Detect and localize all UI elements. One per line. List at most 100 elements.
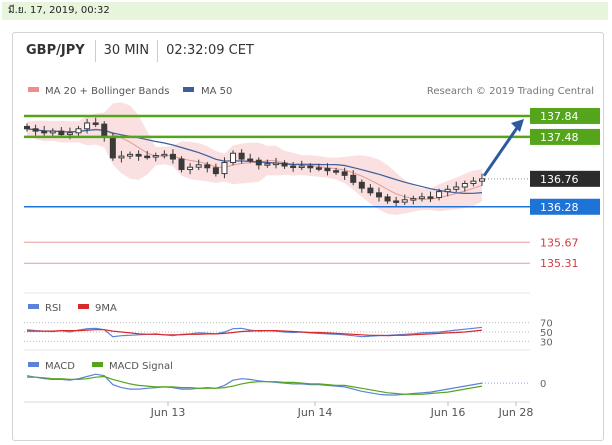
candle-body: [307, 165, 314, 169]
macd-legend-label: MACD: [45, 361, 75, 372]
chart-header: GBP/JPY 30 MIN 02:32:09 CET: [26, 40, 262, 62]
macd-signal-legend-swatch: [92, 362, 103, 367]
candle-body: [161, 153, 168, 157]
current-price-label: 136.76: [540, 173, 579, 186]
candle-body: [255, 159, 262, 166]
candle-body: [341, 171, 348, 176]
candle-body: [444, 188, 451, 193]
target-level-tag: [530, 128, 600, 145]
rsi-level-label: 30: [540, 337, 553, 348]
candle-body: [290, 165, 297, 169]
candle-body: [169, 153, 176, 160]
candle-body: [187, 166, 194, 171]
candle-body: [315, 167, 322, 170]
x-tick-label: Jun 13: [150, 406, 186, 419]
target-level-label: 137.48: [540, 131, 579, 144]
x-axis: Jun 13 Jun 14 Jun 16 Jun 28: [150, 402, 534, 419]
candle-body: [281, 162, 288, 167]
candle-body: [461, 182, 468, 188]
current-price-tag: [530, 170, 600, 187]
currency-pair: GBP/JPY: [26, 40, 96, 62]
candle-body: [333, 170, 340, 173]
candle-body: [195, 164, 202, 168]
candle-body: [127, 153, 134, 157]
candle-body: [178, 158, 185, 171]
candle-body: [84, 122, 91, 130]
candle-body: [427, 196, 434, 199]
rsi-9ma-line: [27, 329, 483, 337]
ma50-legend-swatch: [183, 87, 194, 92]
projection-arrow-head: [511, 118, 524, 132]
candle-body: [324, 167, 331, 172]
macd-signal-legend-label: MACD Signal: [109, 361, 173, 372]
x-tick-label: Jun 14: [297, 406, 333, 419]
candle-body: [109, 136, 116, 159]
ma20-legend-swatch: [28, 87, 39, 92]
price-levels: 137.84 137.48 136.76 136.28 135.67 135.31: [24, 107, 600, 270]
candle-body: [298, 165, 305, 169]
candle-body: [66, 132, 73, 136]
candle-body: [144, 155, 151, 159]
pivot-level-tag: [530, 198, 600, 215]
candle-body: [358, 181, 365, 189]
price-area: [24, 102, 485, 215]
candle-body: [367, 187, 374, 194]
bollinger-band: [27, 102, 482, 215]
date-bar: มี.ย. 17, 2019, 00:32: [2, 2, 608, 20]
candle-body: [418, 196, 425, 200]
candle-body: [58, 130, 65, 136]
rsi-legend-label: RSI: [45, 303, 61, 314]
candle-body: [101, 123, 108, 138]
macd-signal-line: [27, 375, 483, 395]
credit-label: Research © 2019 Trading Central: [427, 86, 594, 97]
candle-body: [135, 153, 142, 157]
candle-body: [375, 192, 382, 198]
candle-body: [75, 128, 82, 134]
ma20-legend-label: MA 20 + Bollinger Bands: [45, 86, 169, 97]
candle-body: [393, 200, 400, 203]
candle-body: [118, 155, 125, 159]
candle-body: [453, 186, 460, 190]
macd-area: 0: [26, 373, 546, 396]
rsi-9ma-legend-swatch: [78, 304, 89, 309]
x-tick-label: Jun 28: [498, 406, 534, 419]
pivot-level-label: 136.28: [540, 201, 579, 214]
rsi-level-label: 50: [540, 328, 553, 339]
rsi-legend-swatch: [28, 304, 39, 309]
ma50-legend-label: MA 50: [201, 86, 232, 97]
chart-time: 02:32:09 CET: [166, 43, 254, 58]
candle-body: [212, 167, 219, 175]
date-label: มี.ย. 17, 2019, 00:32: [8, 5, 110, 16]
candle-body: [221, 162, 228, 175]
candle-body: [247, 158, 254, 162]
candle-body: [384, 196, 391, 202]
candle-body: [32, 128, 39, 132]
candle-body: [24, 125, 30, 130]
candle-body: [264, 163, 271, 166]
support-level-label: 135.67: [540, 236, 579, 249]
candle-body: [436, 191, 443, 198]
macd-legend-swatch: [28, 362, 39, 367]
candle-body: [470, 180, 477, 184]
chart-card: [12, 32, 604, 441]
support-level-label: 135.31: [540, 257, 579, 270]
candle-body: [204, 164, 211, 169]
candle-body: [350, 174, 357, 183]
candle-body: [152, 155, 159, 158]
target-level-label: 137.84: [540, 110, 579, 123]
target-level-tag: [530, 107, 600, 124]
candle-body: [238, 152, 245, 160]
candle-body: [92, 122, 99, 125]
candle-body: [410, 198, 417, 201]
candle-body: [49, 130, 56, 134]
candle-body: [401, 199, 408, 203]
candle-body: [272, 162, 279, 166]
projection-arrow-shaft: [482, 124, 521, 177]
candle-body: [41, 130, 48, 134]
rsi-9ma-legend-label: 9MA: [95, 303, 117, 314]
macd-level-label: 0: [540, 379, 546, 390]
timeframe[interactable]: 30 MIN: [96, 40, 159, 62]
rsi-level-label: 70: [540, 319, 553, 330]
